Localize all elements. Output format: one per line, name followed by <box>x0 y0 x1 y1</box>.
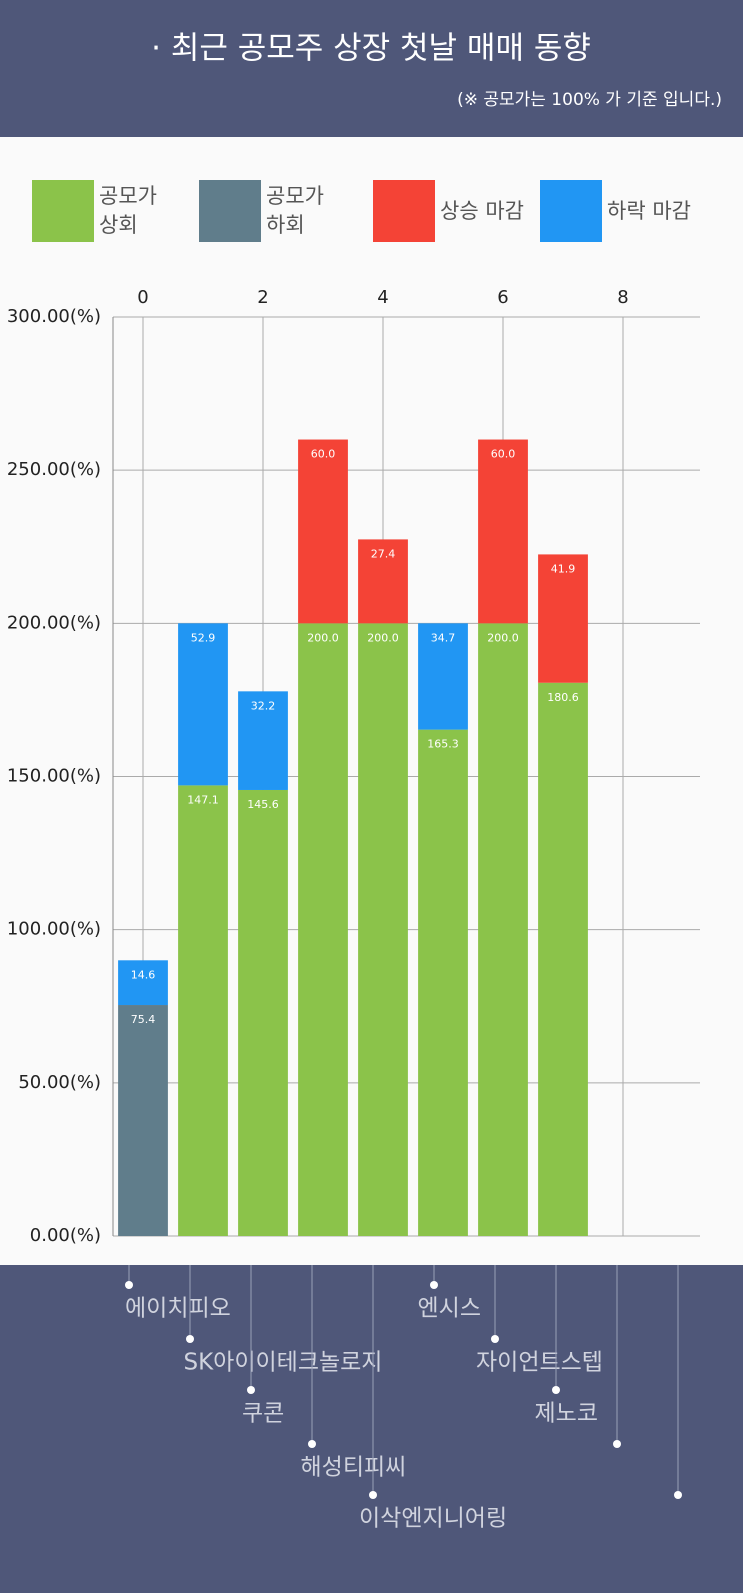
legend-item: 공모가 하회 <box>199 180 336 242</box>
y-tick-label: 150.00(%) <box>7 766 101 787</box>
bar-segment <box>298 623 348 1236</box>
data-label: 165.3 <box>427 738 459 751</box>
bar-segment <box>118 1005 168 1236</box>
data-label: 41.9 <box>551 562 576 575</box>
bar-segment <box>118 960 168 1006</box>
bar-segment <box>358 623 408 1236</box>
bar-segment <box>418 623 468 730</box>
data-label: 32.2 <box>251 699 276 712</box>
y-tick-label: 300.00(%) <box>7 306 101 327</box>
bar-segment <box>358 539 408 624</box>
x-tick-label: 2 <box>257 287 268 308</box>
legend-label: 하락 마감 <box>607 198 691 223</box>
category-label: 이삭엔지니어링 <box>359 1506 507 1532</box>
bar-segment <box>238 691 288 790</box>
bar-segment <box>418 729 468 1236</box>
x-tick-label: 4 <box>377 287 388 308</box>
category-panel <box>0 1265 743 1593</box>
data-label: 52.9 <box>191 631 216 644</box>
data-label: 14.6 <box>131 968 156 981</box>
category-label: 자이언트스텝 <box>476 1350 603 1376</box>
data-label: 60.0 <box>311 448 336 461</box>
x-tick-label: 0 <box>137 287 148 308</box>
category-label: 쿠콘 <box>242 1401 284 1427</box>
category-label: 제노코 <box>535 1401 598 1427</box>
category-dot <box>308 1440 316 1448</box>
bar-segment <box>178 623 228 786</box>
bar-segment <box>298 439 348 624</box>
category-dot <box>369 1491 377 1499</box>
data-label: 200.0 <box>367 631 399 644</box>
legend-label: 상승 마감 <box>440 198 524 223</box>
bar-segment <box>538 554 588 683</box>
data-label: 147.1 <box>187 793 219 806</box>
bar-segment <box>178 785 228 1236</box>
header-bar <box>0 0 743 137</box>
legend-swatch <box>32 180 94 242</box>
legend-item: 상승 마감 <box>373 180 540 242</box>
subtitle: (※ 공모가는 100% 가 기준 입니다.) <box>457 90 722 110</box>
legend-item: 공모가 상회 <box>32 180 169 242</box>
category-dot <box>552 1386 560 1394</box>
legend-item: 하락 마감 <box>540 180 707 242</box>
category-label: SK아이이테크놀로지 <box>184 1350 383 1376</box>
y-tick-label: 100.00(%) <box>7 919 101 940</box>
category-dot <box>613 1440 621 1448</box>
category-dot <box>186 1335 194 1343</box>
category-dot <box>247 1386 255 1394</box>
legend-swatch <box>373 180 435 242</box>
category-dot <box>430 1281 438 1289</box>
data-label: 27.4 <box>371 547 396 560</box>
category-dot <box>674 1491 682 1499</box>
category-label: 해성티피씨 <box>301 1455 407 1481</box>
bar-segment <box>538 682 588 1236</box>
y-tick-label: 0.00(%) <box>30 1225 101 1246</box>
legend-swatch <box>540 180 602 242</box>
category-label: 에이치피오 <box>125 1296 231 1322</box>
category-dot <box>125 1281 133 1289</box>
data-label: 60.0 <box>491 448 516 461</box>
title: · 최근 공모주 상장 첫날 매매 동향 <box>151 31 591 67</box>
category-label: 엔시스 <box>418 1296 481 1322</box>
bar-segment <box>478 439 528 624</box>
data-label: 200.0 <box>487 631 519 644</box>
bar-segment <box>478 623 528 1236</box>
legend-swatch <box>199 180 261 242</box>
y-tick-label: 50.00(%) <box>18 1072 101 1093</box>
data-label: 180.6 <box>547 691 579 704</box>
legend-label: 공모가 상회 <box>99 184 157 237</box>
data-label: 34.7 <box>431 631 456 644</box>
y-tick-label: 200.00(%) <box>7 612 101 633</box>
legend-label: 공모가 하회 <box>266 184 324 237</box>
x-tick-label: 8 <box>617 287 628 308</box>
bar-segment <box>238 789 288 1236</box>
data-label: 145.6 <box>247 798 279 811</box>
category-dot <box>491 1335 499 1343</box>
y-tick-label: 250.00(%) <box>7 459 101 480</box>
data-label: 75.4 <box>131 1013 156 1026</box>
data-label: 200.0 <box>307 631 339 644</box>
x-tick-label: 6 <box>497 287 508 308</box>
